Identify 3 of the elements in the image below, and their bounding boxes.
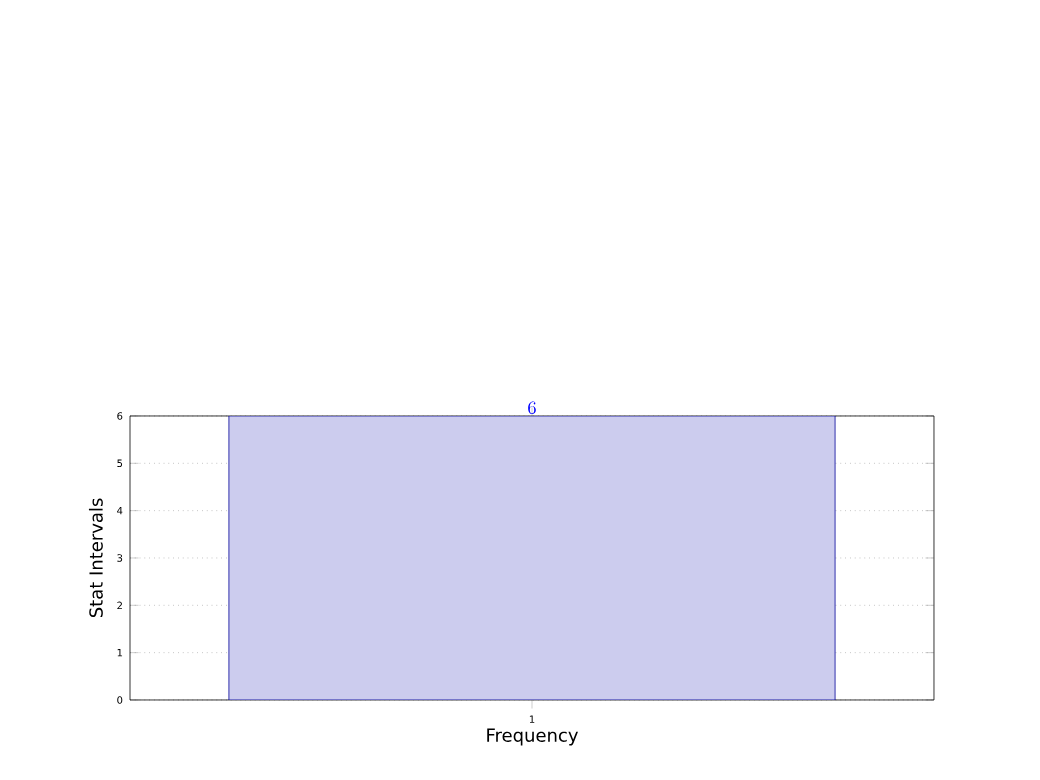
x-axis-title: Frequency [487,728,578,746]
data-label: 6 [528,401,536,414]
y-axis-title: Stat Intervals [88,498,103,618]
